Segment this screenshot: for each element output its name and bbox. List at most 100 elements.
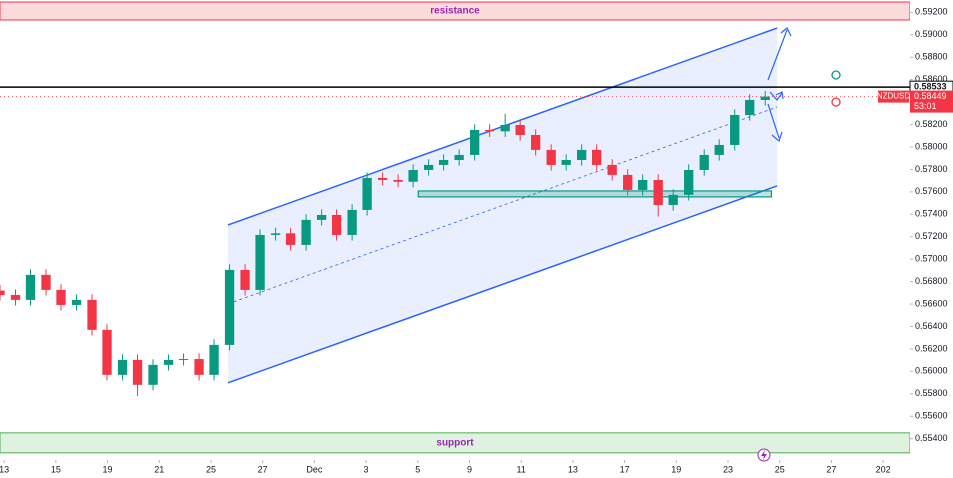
candle-body bbox=[546, 149, 556, 165]
candle-body bbox=[148, 364, 158, 385]
candle-body bbox=[25, 274, 36, 300]
candle-body bbox=[500, 124, 510, 132]
y-tick-label: 0.56800 bbox=[915, 276, 948, 286]
candle-body bbox=[714, 144, 724, 155]
x-tick-label: 9 bbox=[467, 464, 472, 474]
y-tick-label: 0.56000 bbox=[915, 366, 948, 376]
candle-body bbox=[653, 179, 663, 205]
candle-body bbox=[592, 149, 602, 165]
candle-body bbox=[178, 359, 189, 361]
y-tick-label: 0.56600 bbox=[915, 298, 948, 308]
candle-body bbox=[87, 299, 97, 330]
y-tick-label: 0.58800 bbox=[915, 52, 948, 62]
y-tick-label: 0.57200 bbox=[915, 231, 948, 241]
candle-body bbox=[194, 359, 204, 375]
candle-body bbox=[684, 169, 694, 195]
y-tick-label: 0.56200 bbox=[915, 343, 948, 353]
x-tick-label: 3 bbox=[364, 464, 369, 474]
candle-body bbox=[454, 154, 464, 160]
candle-body bbox=[255, 234, 265, 290]
x-tick-label: 21 bbox=[154, 464, 164, 474]
candle-body bbox=[760, 96, 770, 100]
x-tick-label: 25 bbox=[775, 464, 785, 474]
countdown-label: 53:01 bbox=[914, 101, 937, 111]
x-tick-label: 17 bbox=[620, 464, 630, 474]
x-tick-label: Dec bbox=[306, 464, 323, 474]
x-axis-area bbox=[0, 460, 910, 478]
zone-label: support bbox=[436, 437, 474, 448]
y-tick-label: 0.57600 bbox=[915, 186, 948, 196]
x-tick-label: 19 bbox=[671, 464, 681, 474]
marker-red bbox=[831, 97, 841, 107]
candle-body bbox=[102, 329, 112, 375]
level-label: 0.58533 bbox=[914, 82, 947, 92]
candle-body bbox=[117, 359, 128, 375]
candle-body bbox=[393, 179, 403, 182]
arrows bbox=[767, 27, 792, 143]
channel-fill bbox=[228, 28, 778, 383]
y-axis-area bbox=[910, 0, 953, 478]
arrow-down bbox=[767, 103, 783, 143]
candle-body bbox=[469, 129, 480, 155]
y-tick-label: 0.59200 bbox=[915, 7, 948, 17]
candle-body bbox=[41, 274, 51, 290]
y-tick-label: 0.58600 bbox=[915, 74, 948, 84]
candle-body bbox=[408, 169, 418, 182]
candle-body bbox=[56, 289, 66, 305]
candle-body bbox=[240, 269, 250, 290]
last-price-box bbox=[910, 90, 953, 113]
candle-body bbox=[316, 214, 327, 220]
x-tick-label: 19 bbox=[103, 464, 113, 474]
channel-lower bbox=[227, 185, 778, 384]
x-tick-label: 25 bbox=[206, 464, 216, 474]
arrow-up bbox=[767, 27, 792, 81]
y-tick-label: 0.55600 bbox=[915, 411, 948, 421]
candle-body bbox=[163, 359, 174, 365]
y-tick-label: 0.57000 bbox=[915, 254, 948, 264]
y-tick-label: 0.55800 bbox=[915, 388, 948, 398]
x-tick-label: 5 bbox=[415, 464, 420, 474]
y-tick-label: 0.56400 bbox=[915, 321, 948, 331]
candle-body bbox=[331, 214, 342, 235]
x-tick-label: 202 bbox=[876, 464, 891, 474]
marker-green bbox=[831, 70, 841, 80]
candle-body bbox=[301, 219, 311, 245]
candle-body bbox=[438, 159, 449, 165]
x-tick-label: 11 bbox=[517, 464, 526, 474]
candle-body bbox=[484, 129, 495, 132]
x-tick-label: 27 bbox=[258, 464, 268, 474]
symbol-box bbox=[878, 90, 909, 103]
x-tick-label: 27 bbox=[826, 464, 836, 474]
candle-body bbox=[577, 149, 587, 160]
x-tick-label: 23 bbox=[723, 464, 733, 474]
y-tick-label: 0.57800 bbox=[915, 164, 948, 174]
y-tick-label: 0.58000 bbox=[915, 141, 948, 151]
candle-body bbox=[362, 177, 372, 210]
candle-body bbox=[730, 115, 740, 145]
candle-body bbox=[377, 177, 388, 180]
candle-body bbox=[638, 179, 648, 190]
candle-body bbox=[0, 290, 5, 295]
zone-label: resistance bbox=[430, 6, 480, 17]
candle-body bbox=[224, 269, 235, 345]
symbol-label: NZDUSD bbox=[877, 92, 911, 101]
candle-body bbox=[561, 159, 571, 165]
candle-body bbox=[132, 359, 143, 385]
candle-body bbox=[71, 299, 82, 305]
support-box bbox=[417, 190, 773, 198]
candle-body bbox=[531, 134, 541, 150]
candle-body bbox=[209, 344, 219, 375]
x-tick-label: 15 bbox=[51, 464, 61, 474]
last-price-label: 0.58449 bbox=[914, 91, 947, 101]
candle-body bbox=[10, 294, 21, 300]
candle-body bbox=[668, 194, 678, 205]
x-tick-label: 13 bbox=[568, 464, 578, 474]
candle-body bbox=[623, 174, 633, 190]
candle-body bbox=[745, 99, 755, 115]
candle-body bbox=[423, 164, 434, 170]
y-tick-label: 0.57400 bbox=[915, 209, 948, 219]
y-tick-label: 0.58200 bbox=[915, 119, 948, 129]
candle-body bbox=[515, 124, 525, 135]
